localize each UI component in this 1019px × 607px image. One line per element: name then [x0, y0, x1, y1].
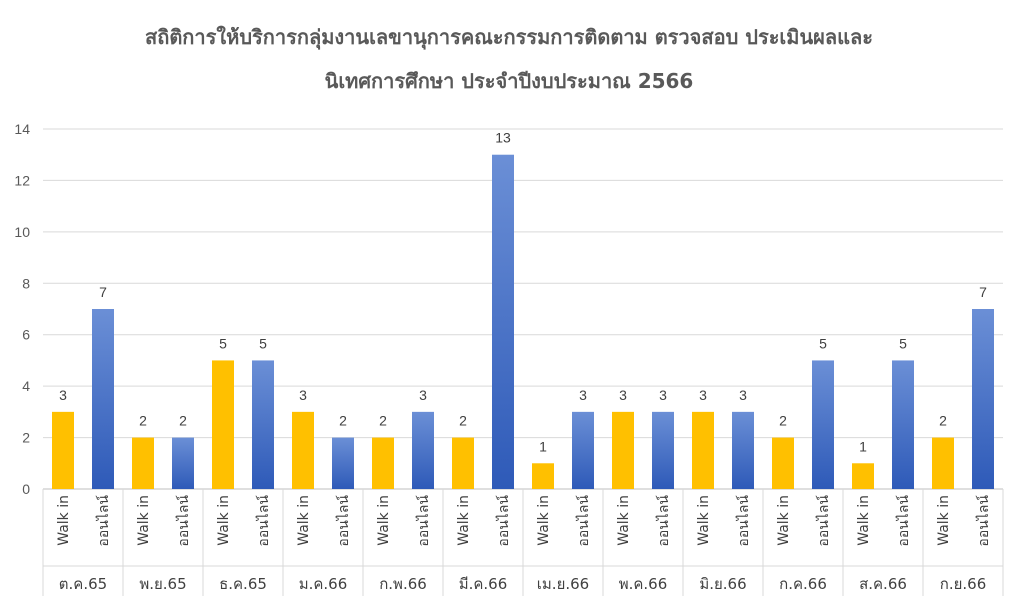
- data-label: 5: [219, 335, 227, 351]
- x-sub-label: ออนไลน์: [735, 495, 752, 547]
- x-sub-label: ออนไลน์: [335, 495, 352, 547]
- chart-title-line1: สถิติการให้บริการกลุ่มงานเลขานุการคณะกรร…: [145, 25, 873, 50]
- month-label: ก.ย.66: [940, 575, 987, 593]
- chart-title-line2: นิเทศการศึกษา ประจำปีงบประมาณ 2566: [325, 69, 694, 93]
- data-label: 7: [99, 284, 107, 300]
- data-label: 13: [495, 130, 511, 146]
- data-label: 3: [659, 387, 667, 403]
- bar-online: [812, 360, 834, 489]
- month-label: ม.ค.66: [299, 575, 348, 593]
- data-label: 2: [379, 413, 387, 429]
- data-label: 3: [619, 387, 627, 403]
- bar-walkin: [292, 411, 314, 489]
- y-tick-label: 12: [14, 172, 30, 188]
- data-label: 3: [739, 387, 747, 403]
- bar-online: [92, 309, 114, 489]
- bar-walkin: [452, 437, 474, 489]
- bar-online: [972, 309, 994, 489]
- month-label: ก.พ.66: [379, 575, 427, 593]
- data-label: 3: [419, 387, 427, 403]
- data-label: 3: [59, 387, 67, 403]
- data-label: 5: [259, 335, 267, 351]
- x-sub-label: Walk in: [856, 495, 872, 546]
- month-label: พ.ย.65: [139, 575, 186, 593]
- bar-walkin: [932, 437, 954, 489]
- x-sub-label: Walk in: [616, 495, 632, 546]
- x-sub-label: Walk in: [296, 495, 312, 546]
- data-label: 2: [139, 413, 147, 429]
- data-label: 2: [939, 413, 947, 429]
- x-sub-label: Walk in: [776, 495, 792, 546]
- y-tick-label: 10: [14, 224, 30, 240]
- bar-online: [252, 360, 274, 489]
- bar-online: [652, 411, 674, 489]
- bar-online: [172, 437, 194, 489]
- bar-walkin: [532, 463, 554, 489]
- bar-walkin: [212, 360, 234, 489]
- month-label: ส.ค.66: [859, 575, 907, 593]
- data-label: 7: [979, 284, 987, 300]
- bar-walkin: [852, 463, 874, 489]
- x-sub-label: ออนไลน์: [655, 495, 672, 547]
- x-sub-label: ออนไลน์: [95, 495, 112, 547]
- data-label: 2: [179, 413, 187, 429]
- data-label: 5: [899, 335, 907, 351]
- x-sub-label: ออนไลน์: [175, 495, 192, 547]
- month-label: เม.ย.66: [537, 575, 589, 593]
- x-sub-label: Walk in: [56, 495, 72, 546]
- bar-online: [412, 411, 434, 489]
- bar-walkin: [372, 437, 394, 489]
- x-sub-label: ออนไลน์: [255, 495, 272, 547]
- data-label: 5: [819, 335, 827, 351]
- x-sub-label: ออนไลน์: [495, 495, 512, 547]
- month-label: มิ.ย.66: [699, 575, 746, 593]
- y-tick-label: 6: [22, 327, 30, 343]
- bar-online: [892, 360, 914, 489]
- bar-walkin: [612, 411, 634, 489]
- x-sub-label: ออนไลน์: [975, 495, 992, 547]
- x-sub-label: Walk in: [536, 495, 552, 546]
- y-tick-label: 14: [14, 121, 30, 137]
- x-sub-label: ออนไลน์: [415, 495, 432, 547]
- x-sub-label: Walk in: [456, 495, 472, 546]
- data-label: 1: [859, 438, 867, 454]
- x-sub-label: Walk in: [936, 495, 952, 546]
- bar-walkin: [692, 411, 714, 489]
- month-label: มี.ค.66: [459, 575, 508, 593]
- data-label: 2: [459, 413, 467, 429]
- bar-online: [492, 154, 514, 489]
- bar-walkin: [772, 437, 794, 489]
- month-label: ต.ค.65: [59, 575, 107, 593]
- data-label: 3: [699, 387, 707, 403]
- bar-walkin: [132, 437, 154, 489]
- y-axis: 0 2 4 6 8 10 12 14: [14, 121, 30, 497]
- bar-online: [572, 411, 594, 489]
- x-sub-label: Walk in: [376, 495, 392, 546]
- y-tick-label: 0: [22, 481, 30, 497]
- y-tick-label: 4: [22, 378, 30, 394]
- y-tick-label: 2: [22, 430, 30, 446]
- month-label: ธ.ค.65: [219, 575, 267, 593]
- x-axis: Walk in ออนไลน์ต.ค.65 Walk in ออนไลน์พ.ย.65…: [42, 489, 1004, 596]
- x-sub-label: ออนไลน์: [815, 495, 832, 547]
- x-sub-label: ออนไลน์: [895, 495, 912, 547]
- x-sub-label: Walk in: [216, 495, 232, 546]
- month-label: ก.ค.66: [779, 575, 827, 593]
- y-tick-label: 8: [22, 275, 30, 291]
- data-label: 2: [779, 413, 787, 429]
- bar-walkin: [52, 411, 74, 489]
- bar-online: [732, 411, 754, 489]
- bar-online: [332, 437, 354, 489]
- data-label: 3: [579, 387, 587, 403]
- data-label: 3: [299, 387, 307, 403]
- month-label: พ.ค.66: [619, 575, 668, 593]
- data-label: 2: [339, 413, 347, 429]
- data-label: 1: [539, 438, 547, 454]
- x-sub-label: Walk in: [136, 495, 152, 546]
- x-sub-label: ออนไลน์: [575, 495, 592, 547]
- x-sub-label: Walk in: [696, 495, 712, 546]
